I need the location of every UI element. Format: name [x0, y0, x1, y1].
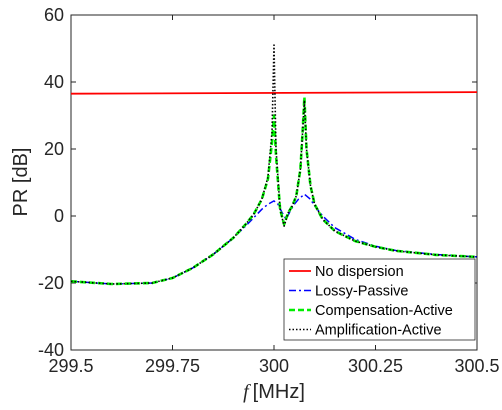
y-tick-label: 0	[54, 206, 64, 226]
x-axis-label-unit: [MHz]	[253, 381, 305, 403]
legend-box	[283, 258, 476, 341]
y-tick-label: -20	[38, 273, 64, 293]
y-tick-label: 20	[44, 139, 64, 159]
y-tick-label: 40	[44, 72, 64, 92]
legend-label-3: Compensation-Active	[315, 303, 453, 319]
x-axis-label-symbol: f	[243, 381, 251, 403]
y-axis-label: PR [dB]	[10, 148, 32, 217]
legend-label-2: Lossy-Passive	[315, 284, 408, 300]
series-line-1	[70, 91, 478, 95]
x-tick-label: 300.5	[454, 356, 499, 376]
x-tick-label: 299.5	[48, 356, 93, 376]
y-tick-label: -40	[38, 340, 64, 360]
x-tick-label: 300.25	[348, 356, 403, 376]
legend-label-1: No dispersion	[315, 264, 404, 280]
x-axis-label: f [MHz]	[243, 381, 305, 403]
x-tick-label: 300	[259, 356, 289, 376]
legend-label-4: Amplification-Active	[315, 323, 442, 339]
plot-lines	[70, 44, 478, 286]
legend: No dispersion Lossy-Passive Compensation-A…	[283, 258, 476, 341]
series-line-4	[70, 44, 478, 285]
y-tick-label: 60	[44, 5, 64, 25]
x-axis: 299.5 299.75 300 300.25 300.5	[48, 15, 500, 376]
x-tick-label: 299.75	[145, 356, 200, 376]
